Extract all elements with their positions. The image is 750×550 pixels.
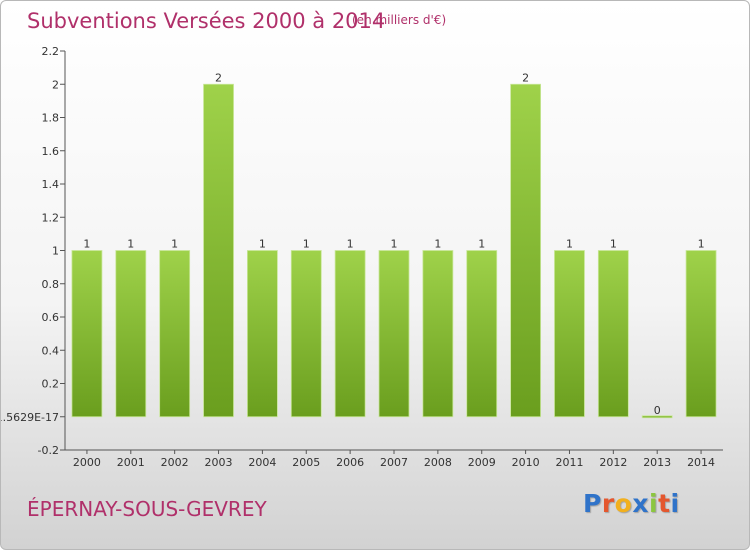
x-tick-label-2014: 2014: [687, 456, 715, 469]
y-tick-label: 1.2: [42, 211, 60, 224]
bar-2005: [290, 250, 322, 418]
x-tick-label-2002: 2002: [161, 456, 189, 469]
data-label-2003: 2: [215, 71, 222, 84]
y-tick-label: 1.8: [42, 112, 60, 125]
data-label-2009: 1: [478, 238, 485, 251]
bar-2001: [115, 250, 147, 418]
bar-2002: [159, 250, 191, 418]
bar-2000: [71, 250, 103, 418]
x-tick-label-2004: 2004: [248, 456, 276, 469]
x-tick-label-2013: 2013: [643, 456, 671, 469]
data-label-2012: 1: [610, 238, 617, 251]
y-tick-label: 0.2: [42, 378, 60, 391]
y-tick-label: 2: [52, 78, 59, 91]
bar-2007: [378, 250, 410, 418]
logo-letter: i: [670, 489, 680, 518]
y-tick-label: 1.6: [42, 145, 60, 158]
x-tick-label-2005: 2005: [292, 456, 320, 469]
bar-2004: [246, 250, 278, 418]
logo-letter: o: [614, 489, 633, 518]
y-tick-label: 0.6: [42, 311, 60, 324]
bar-2013: [641, 415, 673, 419]
logo-letter: r: [601, 489, 615, 518]
chart-subtitle: (en milliers d'€): [352, 13, 447, 27]
x-tick-label-2003: 2003: [205, 456, 233, 469]
data-label-2002: 1: [171, 238, 178, 251]
y-tick-label: -0.2: [38, 444, 59, 457]
bar-2012: [597, 250, 629, 418]
data-label-2010: 2: [522, 71, 529, 84]
logo-letter: t: [658, 489, 671, 518]
y-tick-label: 0.8: [42, 278, 60, 291]
logo-letter: P: [583, 489, 602, 518]
bar-2006: [334, 250, 366, 418]
x-tick-label-2011: 2011: [555, 456, 583, 469]
data-label-2005: 1: [303, 238, 310, 251]
x-tick-label-2007: 2007: [380, 456, 408, 469]
logo-letter: i: [649, 489, 659, 518]
x-tick-label-2012: 2012: [599, 456, 627, 469]
y-tick-label: 2.2: [42, 45, 60, 58]
data-label-2001: 1: [127, 238, 134, 251]
data-label-2000: 1: [83, 238, 90, 251]
x-tick-label-2006: 2006: [336, 456, 364, 469]
x-tick-label-2008: 2008: [424, 456, 452, 469]
y-tick-label: -1.5629E-17: [1, 411, 59, 424]
bar-2011: [554, 250, 585, 418]
y-tick-label: 1: [52, 245, 59, 258]
data-label-2008: 1: [434, 238, 441, 251]
chart-title: Subventions Versées 2000 à 2014: [27, 9, 386, 33]
data-label-2011: 1: [566, 238, 573, 251]
data-label-2004: 1: [259, 238, 266, 251]
y-tick-label: 1.4: [42, 178, 60, 191]
data-label-2013: 0: [654, 404, 661, 417]
bar-2014: [685, 250, 717, 418]
y-tick-label: 0.4: [42, 344, 60, 357]
data-label-2007: 1: [391, 238, 398, 251]
place-name: ÉPERNAY-SOUS-GEVREY: [27, 497, 267, 521]
x-tick-label-2000: 2000: [73, 456, 101, 469]
proxiti-logo[interactable]: Proxiti: [583, 489, 680, 518]
logo-letter: x: [632, 489, 649, 518]
data-label-2014: 1: [698, 238, 705, 251]
bar-2010: [510, 83, 542, 418]
x-tick-label-2001: 2001: [117, 456, 145, 469]
x-tick-label-2009: 2009: [468, 456, 496, 469]
bar-2009: [466, 250, 498, 418]
bar-2008: [422, 250, 454, 418]
x-tick-label-2010: 2010: [512, 456, 540, 469]
data-label-2006: 1: [347, 238, 354, 251]
bar-2003: [203, 83, 234, 418]
